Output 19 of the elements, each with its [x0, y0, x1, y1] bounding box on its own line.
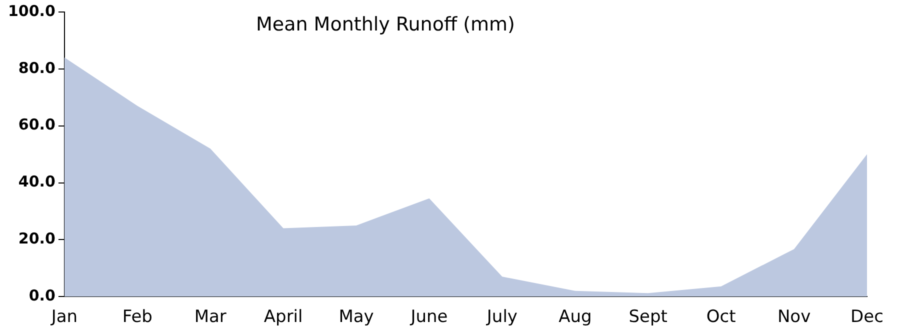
y-tick-label: 100.0	[8, 2, 56, 20]
x-tick-label: May	[338, 307, 374, 328]
chart-title: Mean Monthly Runoff (mm)	[256, 13, 515, 36]
x-tick-label: July	[486, 307, 518, 328]
x-tick-label: Nov	[777, 307, 811, 328]
x-tick-label: Oct	[706, 307, 736, 328]
y-tick-label: 40.0	[18, 172, 56, 191]
x-tick-label: Sept	[628, 307, 668, 328]
x-tick-label: Feb	[122, 307, 152, 328]
y-tick-label: 0.0	[28, 286, 56, 304]
x-tick-label: Jan	[50, 307, 78, 328]
x-tick-label: June	[410, 307, 448, 328]
x-tick-label: Aug	[558, 307, 592, 328]
y-tick-label: 60.0	[18, 116, 56, 134]
x-tick-label: April	[264, 307, 303, 328]
y-tick-label: 80.0	[18, 58, 56, 77]
y-tick-label: 20.0	[18, 230, 56, 248]
x-tick-label: Mar	[194, 307, 226, 328]
x-tick-label: Dec	[850, 307, 884, 328]
